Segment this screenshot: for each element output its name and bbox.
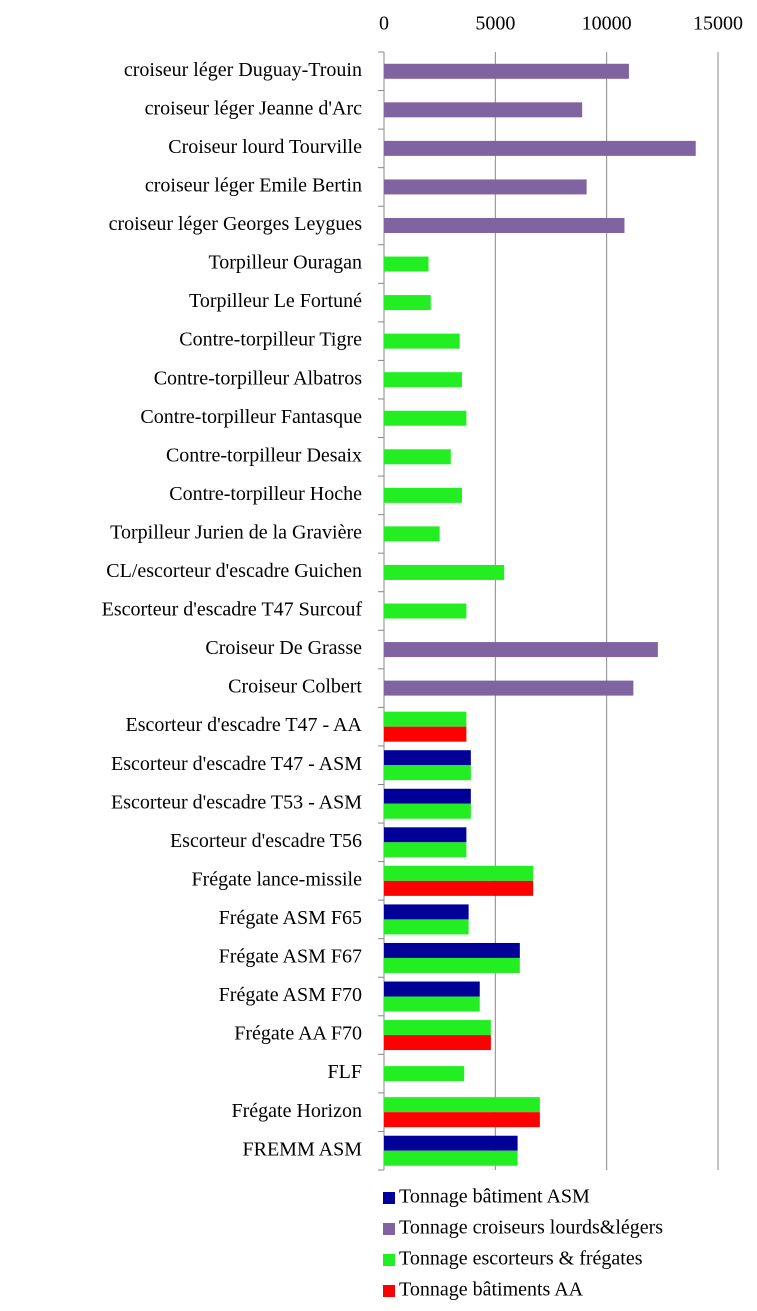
bar — [384, 1135, 518, 1151]
bar — [384, 372, 462, 388]
bar — [384, 333, 460, 349]
bar — [384, 803, 471, 819]
y-tick-label: CL/escorteur d'escadre Guichen — [106, 560, 362, 582]
bar — [384, 842, 467, 858]
bar — [384, 680, 634, 696]
bar — [384, 256, 429, 272]
y-tick-label: FREMM ASM — [243, 1138, 363, 1160]
y-tick-label: Escorteur d'escadre T47 - ASM — [111, 753, 362, 775]
bar — [384, 750, 471, 766]
bar — [384, 865, 534, 881]
bar — [384, 295, 431, 311]
bar — [384, 880, 534, 896]
x-tick-label: 5000 — [475, 13, 515, 35]
y-tick-label: croiseur léger Duguay-Trouin — [124, 59, 362, 81]
legend-label: Tonnage bâtiment ASM — [399, 1186, 590, 1208]
bar — [384, 1066, 465, 1082]
bar — [384, 1112, 540, 1128]
bar — [384, 788, 471, 804]
bar — [384, 827, 467, 843]
y-tick-label: Frégate lance-missile — [192, 868, 363, 890]
bar — [384, 919, 469, 935]
y-tick-label: Frégate AA F70 — [234, 1023, 362, 1045]
y-tick-label: Torpilleur Jurien de la Gravière — [110, 521, 362, 543]
x-tick-label: 0 — [379, 13, 389, 35]
y-tick-label: Escorteur d'escadre T47 - AA — [126, 714, 363, 736]
legend-swatch — [383, 1223, 395, 1235]
bar — [384, 179, 587, 195]
y-tick-label: Contre-torpilleur Hoche — [169, 483, 362, 505]
x-tick-label: 10000 — [582, 13, 632, 35]
bar — [384, 1150, 518, 1166]
bar — [384, 642, 658, 658]
bar — [384, 942, 520, 958]
bar — [384, 63, 629, 79]
y-tick-label: Frégate Horizon — [231, 1100, 362, 1122]
y-tick-label: croiseur léger Emile Bertin — [145, 175, 362, 197]
y-tick-label: Contre-torpilleur Fantasque — [140, 406, 362, 428]
bar — [384, 217, 625, 233]
legend-swatch — [383, 1254, 395, 1266]
legend-label: Tonnage croiseurs lourds&légers — [399, 1217, 663, 1239]
legend-swatch — [383, 1285, 395, 1297]
bar — [384, 904, 469, 920]
y-tick-label: Contre-torpilleur Desaix — [166, 444, 362, 466]
y-tick-label: Contre-torpilleur Tigre — [179, 329, 362, 351]
bar — [384, 765, 471, 781]
bar — [384, 957, 520, 973]
y-tick-label: Escorteur d'escadre T53 - ASM — [111, 791, 362, 813]
y-tick-label: Croiseur Colbert — [228, 676, 362, 698]
legend-swatch — [383, 1192, 395, 1204]
bar — [384, 1020, 491, 1036]
y-tick-label: Torpilleur Ouragan — [208, 252, 362, 274]
bar — [384, 711, 467, 727]
bar — [384, 1097, 540, 1113]
bar — [384, 487, 462, 503]
y-tick-label: Croiseur De Grasse — [205, 637, 362, 659]
y-tick-label: Frégate ASM F67 — [219, 946, 362, 968]
bar — [384, 1035, 491, 1051]
bar — [384, 726, 467, 742]
bar — [384, 564, 505, 580]
bar — [384, 603, 467, 619]
bar — [384, 410, 467, 426]
y-tick-label: croiseur léger Georges Leygues — [109, 213, 363, 235]
legend-label: Tonnage escorteurs & frégates — [399, 1248, 643, 1270]
bar — [384, 449, 451, 465]
legend-label: Tonnage bâtiments AA — [399, 1279, 584, 1301]
y-tick-label: croiseur léger Jeanne d'Arc — [145, 97, 363, 119]
y-tick-label: Frégate ASM F65 — [219, 907, 362, 929]
bar — [384, 140, 696, 156]
bar — [384, 102, 583, 118]
y-tick-label: Escorteur d'escadre T47 Surcouf — [102, 599, 363, 621]
bar — [384, 526, 440, 542]
y-tick-label: Escorteur d'escadre T56 — [170, 830, 362, 852]
y-tick-label: Frégate ASM F70 — [219, 984, 362, 1006]
y-tick-label: Croiseur lourd Tourville — [168, 136, 362, 158]
bar — [384, 996, 480, 1012]
bar — [384, 981, 480, 997]
y-tick-label: FLF — [328, 1061, 362, 1083]
y-tick-label: Torpilleur Le Fortuné — [189, 290, 362, 312]
x-tick-label: 15000 — [693, 13, 743, 35]
y-tick-label: Contre-torpilleur Albatros — [154, 367, 363, 389]
